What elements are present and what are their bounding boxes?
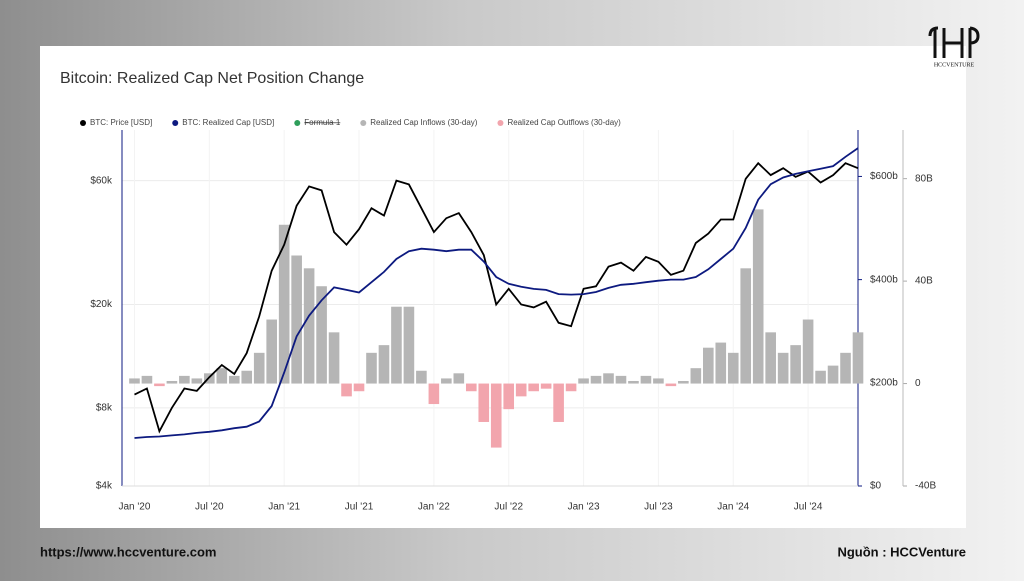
legend-dot bbox=[360, 120, 367, 126]
y-tick-label: $8k bbox=[96, 402, 113, 413]
flow-bar bbox=[341, 383, 352, 397]
x-tick-label: Jul '21 bbox=[345, 502, 374, 513]
flow-bar bbox=[703, 347, 714, 384]
flow-bar bbox=[441, 378, 452, 384]
flow-bar bbox=[465, 383, 477, 392]
footer-url: https://www.hccventure.com bbox=[40, 544, 217, 559]
flow-bar bbox=[740, 268, 752, 384]
flow-bar bbox=[840, 352, 851, 384]
flow-bar bbox=[827, 365, 839, 384]
flow-bar bbox=[553, 383, 564, 422]
flow-bar bbox=[490, 383, 502, 448]
flow-bar bbox=[228, 375, 240, 384]
flow-bar bbox=[179, 375, 190, 384]
flow-bar bbox=[266, 319, 277, 384]
flow-bar bbox=[478, 383, 490, 422]
flow-bar bbox=[278, 224, 290, 384]
y3-tick-label: 80B bbox=[915, 173, 933, 184]
y3-tick-label: -40B bbox=[915, 481, 936, 492]
y2-tick-label: $600b bbox=[870, 171, 898, 182]
chart-title: Bitcoin: Realized Cap Net Position Chang… bbox=[60, 70, 364, 87]
y-tick-label: $20k bbox=[90, 299, 113, 310]
flow-bar bbox=[640, 375, 652, 384]
flow-bar bbox=[503, 383, 515, 410]
legend-label: Formula 1 bbox=[304, 118, 341, 127]
flow-bar bbox=[391, 306, 402, 384]
y2-tick-label: $0 bbox=[870, 481, 882, 492]
logo: HCCVENTURE bbox=[928, 26, 980, 68]
flow-bar bbox=[615, 375, 627, 384]
flow-bar bbox=[316, 286, 327, 384]
flow-bar bbox=[628, 380, 639, 384]
x-tick-label: Jul '23 bbox=[644, 502, 673, 513]
line bbox=[134, 147, 859, 439]
flow-bar bbox=[453, 373, 465, 384]
flow-bar bbox=[777, 352, 789, 384]
flow-bar bbox=[216, 368, 228, 384]
flow-bar bbox=[715, 342, 727, 384]
flow-bar bbox=[852, 332, 864, 384]
flow-bar bbox=[603, 373, 614, 384]
y-tick-label: $60k bbox=[90, 175, 113, 186]
legend-dot bbox=[294, 120, 301, 126]
flow-bar bbox=[790, 345, 801, 384]
flow-bar bbox=[303, 268, 315, 384]
x-tick-label: Jul '24 bbox=[794, 502, 823, 513]
flow-bar bbox=[129, 378, 140, 384]
flow-bar bbox=[653, 378, 664, 384]
flow-bar bbox=[428, 383, 440, 405]
flow-bar bbox=[678, 380, 689, 384]
flow-bar bbox=[515, 383, 527, 397]
flow-bar bbox=[802, 319, 814, 384]
flow-bar bbox=[665, 383, 677, 387]
card bbox=[40, 46, 966, 528]
flow-bar bbox=[690, 368, 702, 384]
legend-dot bbox=[172, 120, 179, 126]
flow-bar bbox=[154, 383, 165, 387]
y-tick-label: $4k bbox=[96, 481, 113, 492]
flow-bar bbox=[141, 375, 153, 384]
flow-bar bbox=[366, 352, 377, 384]
y3-tick-label: 40B bbox=[915, 276, 933, 287]
footer-source: Nguồn : HCCVenture bbox=[837, 544, 966, 559]
x-tick-label: Jul '20 bbox=[195, 502, 224, 513]
flow-bar bbox=[291, 255, 302, 384]
flow-bar bbox=[253, 352, 265, 384]
legend-label: Realized Cap Outflows (30-day) bbox=[507, 118, 621, 127]
x-tick-label: Jan '22 bbox=[418, 502, 450, 513]
y3-tick-label: 0 bbox=[915, 378, 921, 389]
flow-bar bbox=[353, 383, 365, 392]
flow-bar bbox=[815, 370, 826, 384]
flow-bar bbox=[403, 306, 415, 384]
y2-tick-label: $200b bbox=[870, 377, 898, 388]
flow-bar bbox=[191, 378, 203, 384]
x-tick-label: Jan '23 bbox=[568, 502, 600, 513]
legend-label: BTC: Realized Cap [USD] bbox=[182, 118, 274, 127]
flow-bar bbox=[565, 383, 577, 392]
flow-bar bbox=[590, 375, 602, 384]
flow-bar bbox=[328, 332, 340, 384]
flow-bar bbox=[765, 332, 776, 384]
legend-label: Realized Cap Inflows (30-day) bbox=[370, 118, 477, 127]
flow-bar bbox=[578, 378, 589, 384]
flow-bar bbox=[540, 383, 552, 389]
brand: HCCVENTURE bbox=[934, 62, 975, 68]
legend-dot bbox=[497, 120, 504, 126]
line bbox=[134, 161, 859, 434]
flow-bar bbox=[378, 345, 390, 384]
flow-bar bbox=[416, 370, 427, 384]
flow-bar bbox=[528, 383, 539, 392]
x-tick-label: Jan '21 bbox=[268, 502, 300, 513]
legend-label: BTC: Price [USD] bbox=[90, 118, 152, 127]
legend-dot bbox=[80, 120, 86, 126]
flow-bar bbox=[727, 352, 739, 384]
y2-tick-label: $400b bbox=[870, 274, 898, 285]
x-tick-label: Jan '20 bbox=[119, 502, 151, 513]
flow-bar bbox=[752, 209, 764, 384]
x-tick-label: Jan '24 bbox=[717, 502, 749, 513]
flow-bar bbox=[241, 370, 253, 384]
x-tick-label: Jul '22 bbox=[494, 502, 523, 513]
flow-bar bbox=[166, 380, 178, 384]
